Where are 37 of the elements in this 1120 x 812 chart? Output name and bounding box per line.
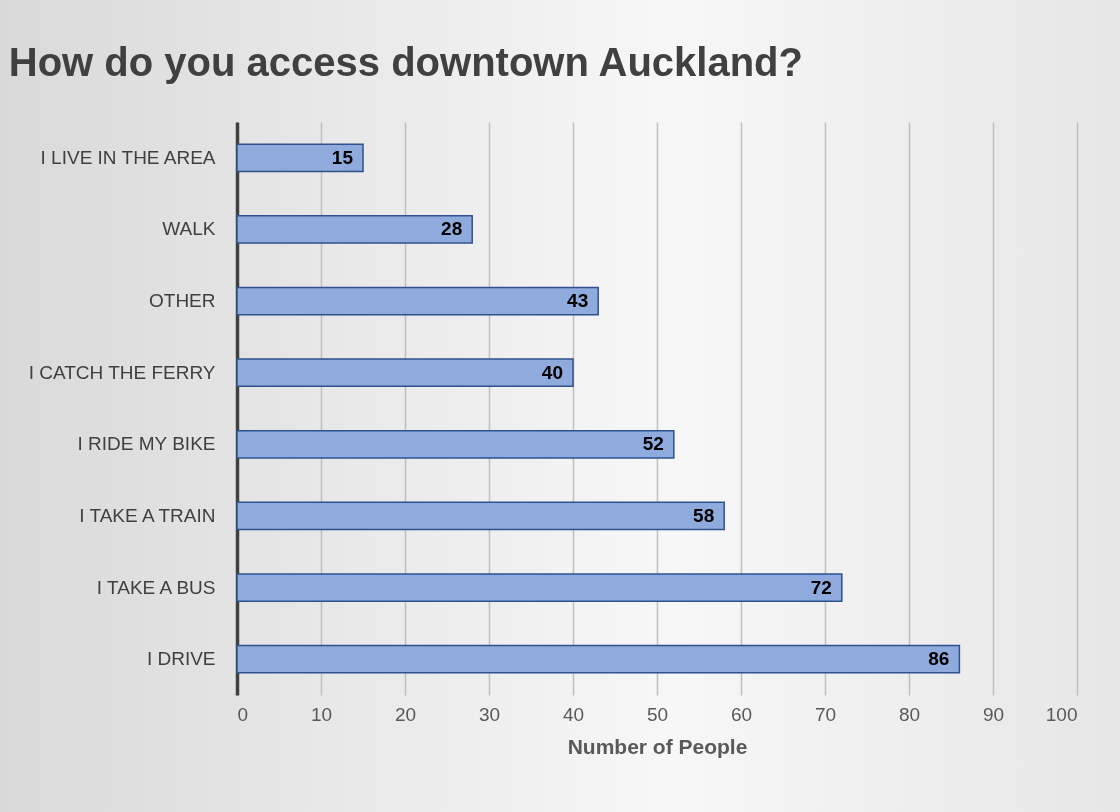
data-label: 28 [441,218,463,240]
data-label: 72 [810,576,832,598]
x-tick-label: 70 [814,703,837,725]
x-axis-title: Number of People [567,734,748,758]
x-tick-label: 50 [646,703,669,725]
chart-title: How do you access downtown Auckland? [8,40,803,84]
x-tick-label: 90 [982,703,1005,725]
data-label: 52 [642,433,664,455]
x-tick-label: 40 [562,703,585,725]
bar [236,573,843,602]
x-tick-label: 20 [394,703,417,725]
y-tick-label: I CATCH THE FERRY [28,361,216,383]
bar [236,215,473,244]
x-tick-label: 100 [1045,703,1078,725]
bar [236,286,599,316]
y-tick-label: WALK [162,218,216,240]
y-tick-label: I TAKE A TRAIN [79,504,216,526]
bar [236,358,574,388]
data-label: 58 [693,504,715,526]
y-tick-label: I DRIVE [146,648,216,670]
y-tick-label: I LIVE IN THE AREA [40,146,216,168]
x-tick-label: 30 [478,703,501,725]
y-tick-label: I TAKE A BUS [96,576,216,598]
bar [236,501,725,531]
data-label: 43 [567,290,589,312]
bar [236,644,961,674]
bar [236,143,364,173]
y-tick-label: I RIDE MY BIKE [77,433,216,455]
x-tick-label: 10 [310,703,333,725]
x-tick-label: 0 [237,703,249,725]
y-tick-label: OTHER [149,290,216,312]
data-label: 15 [331,146,354,168]
x-tick-label: 60 [730,703,753,725]
data-label: 86 [928,648,950,670]
x-tick-label: 80 [898,703,921,725]
data-label: 40 [541,361,563,383]
bar [236,429,675,459]
